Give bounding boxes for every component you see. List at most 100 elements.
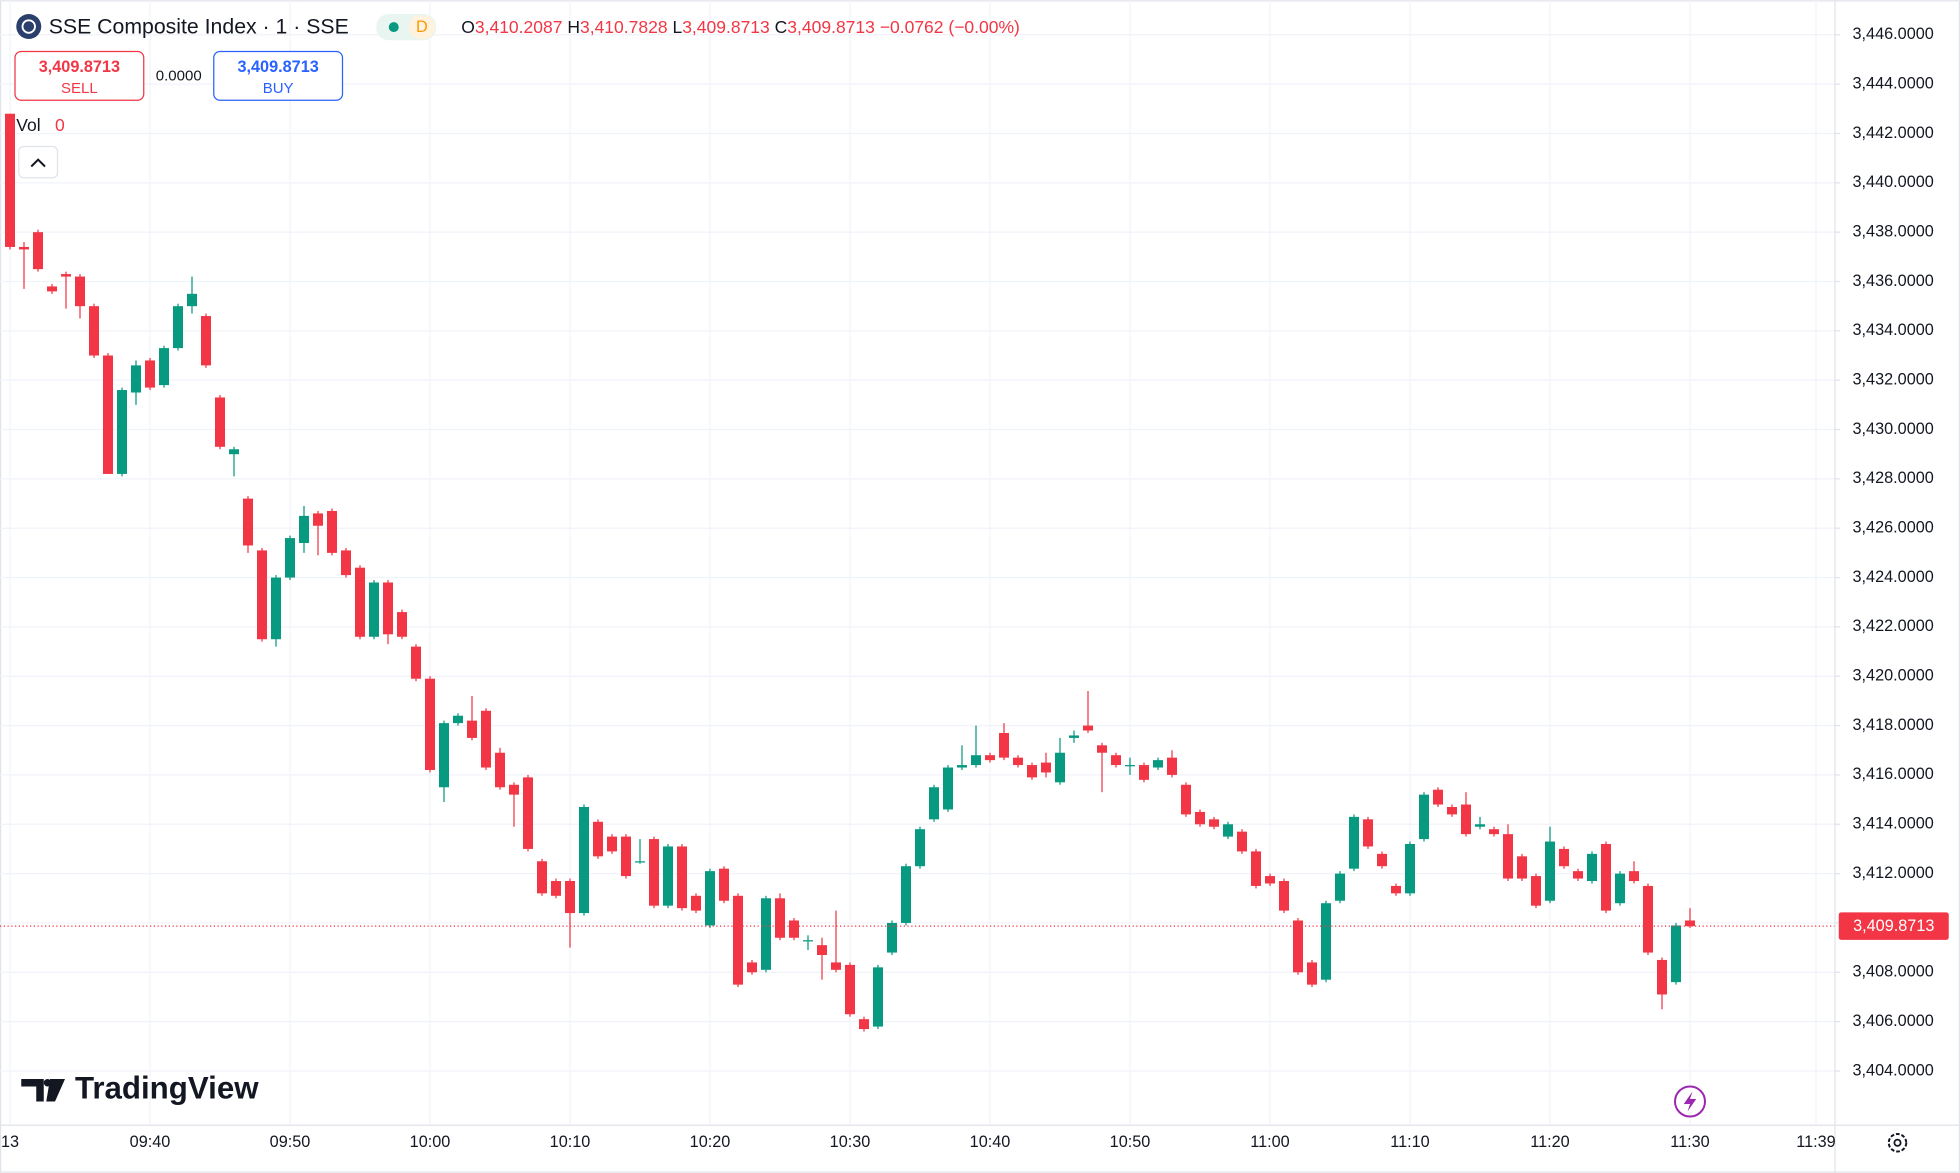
candle-body	[775, 898, 785, 938]
candle-body	[733, 895, 743, 985]
x-tick-label: 11:20	[1530, 1133, 1569, 1151]
x-tick-label: 10:10	[550, 1133, 591, 1151]
sell-button[interactable]	[14, 50, 145, 101]
x-tick-label: 10:30	[830, 1133, 871, 1151]
delay-badge: D	[416, 18, 428, 36]
candle-body	[845, 964, 855, 1015]
candle-body	[47, 286, 57, 292]
candle-body	[425, 678, 435, 770]
buy-price: 3,409.8713	[237, 58, 318, 76]
spread: 0.0000	[156, 67, 202, 84]
candle-body	[943, 767, 953, 810]
candle-body	[1489, 829, 1499, 835]
y-tick-label: 3,420.0000	[1853, 667, 1934, 685]
y-tick-label: 3,428.0000	[1853, 469, 1934, 487]
y-tick-label: 3,426.0000	[1853, 519, 1934, 537]
candle-body	[1055, 752, 1065, 783]
candle-body	[1097, 745, 1107, 753]
candle-body	[593, 821, 603, 857]
candle-body	[215, 397, 225, 447]
candle-body	[1335, 873, 1345, 901]
candle-body	[1167, 757, 1177, 775]
candle-body	[369, 582, 379, 637]
candle-body	[467, 720, 477, 738]
y-axis: 3,404.00003,406.00003,408.00003,410.0000…	[1835, 25, 1949, 1079]
lightning-icon	[1683, 1091, 1697, 1112]
ohlc-key: H	[567, 16, 580, 36]
change: −0.0762 (−0.00%)	[880, 16, 1020, 36]
candle-body	[537, 861, 547, 894]
candle-body	[1615, 873, 1625, 904]
candle-body	[1125, 765, 1135, 767]
candle-body	[985, 755, 995, 761]
candle-body	[1419, 794, 1429, 840]
candle-body	[313, 513, 323, 526]
x-tick-label: 11:39	[1796, 1133, 1835, 1151]
candle-body	[1013, 757, 1023, 766]
ohlc-value: 3,410.7828	[580, 16, 668, 36]
y-tick-label: 3,444.0000	[1853, 74, 1934, 92]
candle-body	[1209, 819, 1219, 827]
x-tick-label: 13	[1, 1133, 19, 1151]
candle-body	[1307, 962, 1317, 985]
candle-body	[75, 276, 85, 307]
y-tick-label: 3,440.0000	[1853, 173, 1934, 191]
sell-price: 3,409.8713	[39, 58, 120, 76]
candle-body	[229, 449, 239, 455]
collapse-icon	[30, 158, 46, 168]
candle-body	[145, 360, 155, 388]
candle-body	[201, 316, 211, 366]
candle-body	[383, 582, 393, 635]
volume-label: Vol	[16, 115, 40, 135]
candle-body	[663, 846, 673, 906]
candle-body	[61, 274, 71, 277]
candle-body	[1237, 831, 1247, 852]
y-tick-label: 3,434.0000	[1853, 321, 1934, 339]
candle-body	[1433, 789, 1443, 805]
candle-body	[1503, 834, 1513, 879]
sell-label: SELL	[61, 80, 98, 97]
candle-body	[1545, 841, 1555, 901]
candle-body	[1181, 784, 1191, 815]
candle-body	[411, 646, 421, 679]
candle-body	[1587, 853, 1597, 882]
candle-body	[1279, 881, 1289, 911]
buy-label: BUY	[263, 80, 294, 97]
candle-body	[89, 306, 99, 356]
candle-body	[1391, 885, 1401, 894]
candle-body	[887, 922, 897, 953]
y-tick-label: 3,430.0000	[1853, 420, 1934, 438]
candle-body	[1223, 824, 1233, 837]
candle-body	[1447, 806, 1457, 815]
candle-body	[1321, 903, 1331, 980]
candle-body	[705, 871, 715, 926]
x-tick-label: 10:40	[970, 1133, 1011, 1151]
candle-body	[1363, 819, 1373, 847]
y-tick-label: 3,418.0000	[1853, 716, 1934, 734]
y-tick-label: 3,412.0000	[1853, 864, 1934, 882]
symbol-logo-ring	[21, 19, 36, 34]
last-price-tag	[1838, 912, 1949, 940]
y-tick-label: 3,422.0000	[1853, 617, 1934, 635]
y-tick-label: 3,436.0000	[1853, 272, 1934, 290]
ohlc-key: C	[775, 16, 788, 36]
collapse-button[interactable]	[18, 145, 59, 179]
candle-body	[1041, 762, 1051, 773]
candle-body	[5, 113, 15, 247]
y-tick-label: 3,432.0000	[1853, 370, 1934, 388]
candle-body	[243, 498, 253, 546]
candle-body	[327, 510, 337, 553]
candle-body	[341, 550, 351, 576]
candle-body	[1251, 851, 1261, 886]
candle-body	[1377, 853, 1387, 867]
candle-body	[691, 895, 701, 911]
candle-body	[859, 1019, 869, 1030]
symbol-title[interactable]: SSE Composite Index · 1 · SSE	[49, 14, 349, 38]
settings-icon[interactable]	[1887, 1133, 1908, 1153]
x-tick-label: 10:20	[690, 1133, 731, 1151]
candle-body	[523, 777, 533, 849]
buy-button[interactable]	[213, 50, 344, 101]
x-tick-label: 09:40	[130, 1133, 171, 1151]
candle-body	[579, 806, 589, 914]
